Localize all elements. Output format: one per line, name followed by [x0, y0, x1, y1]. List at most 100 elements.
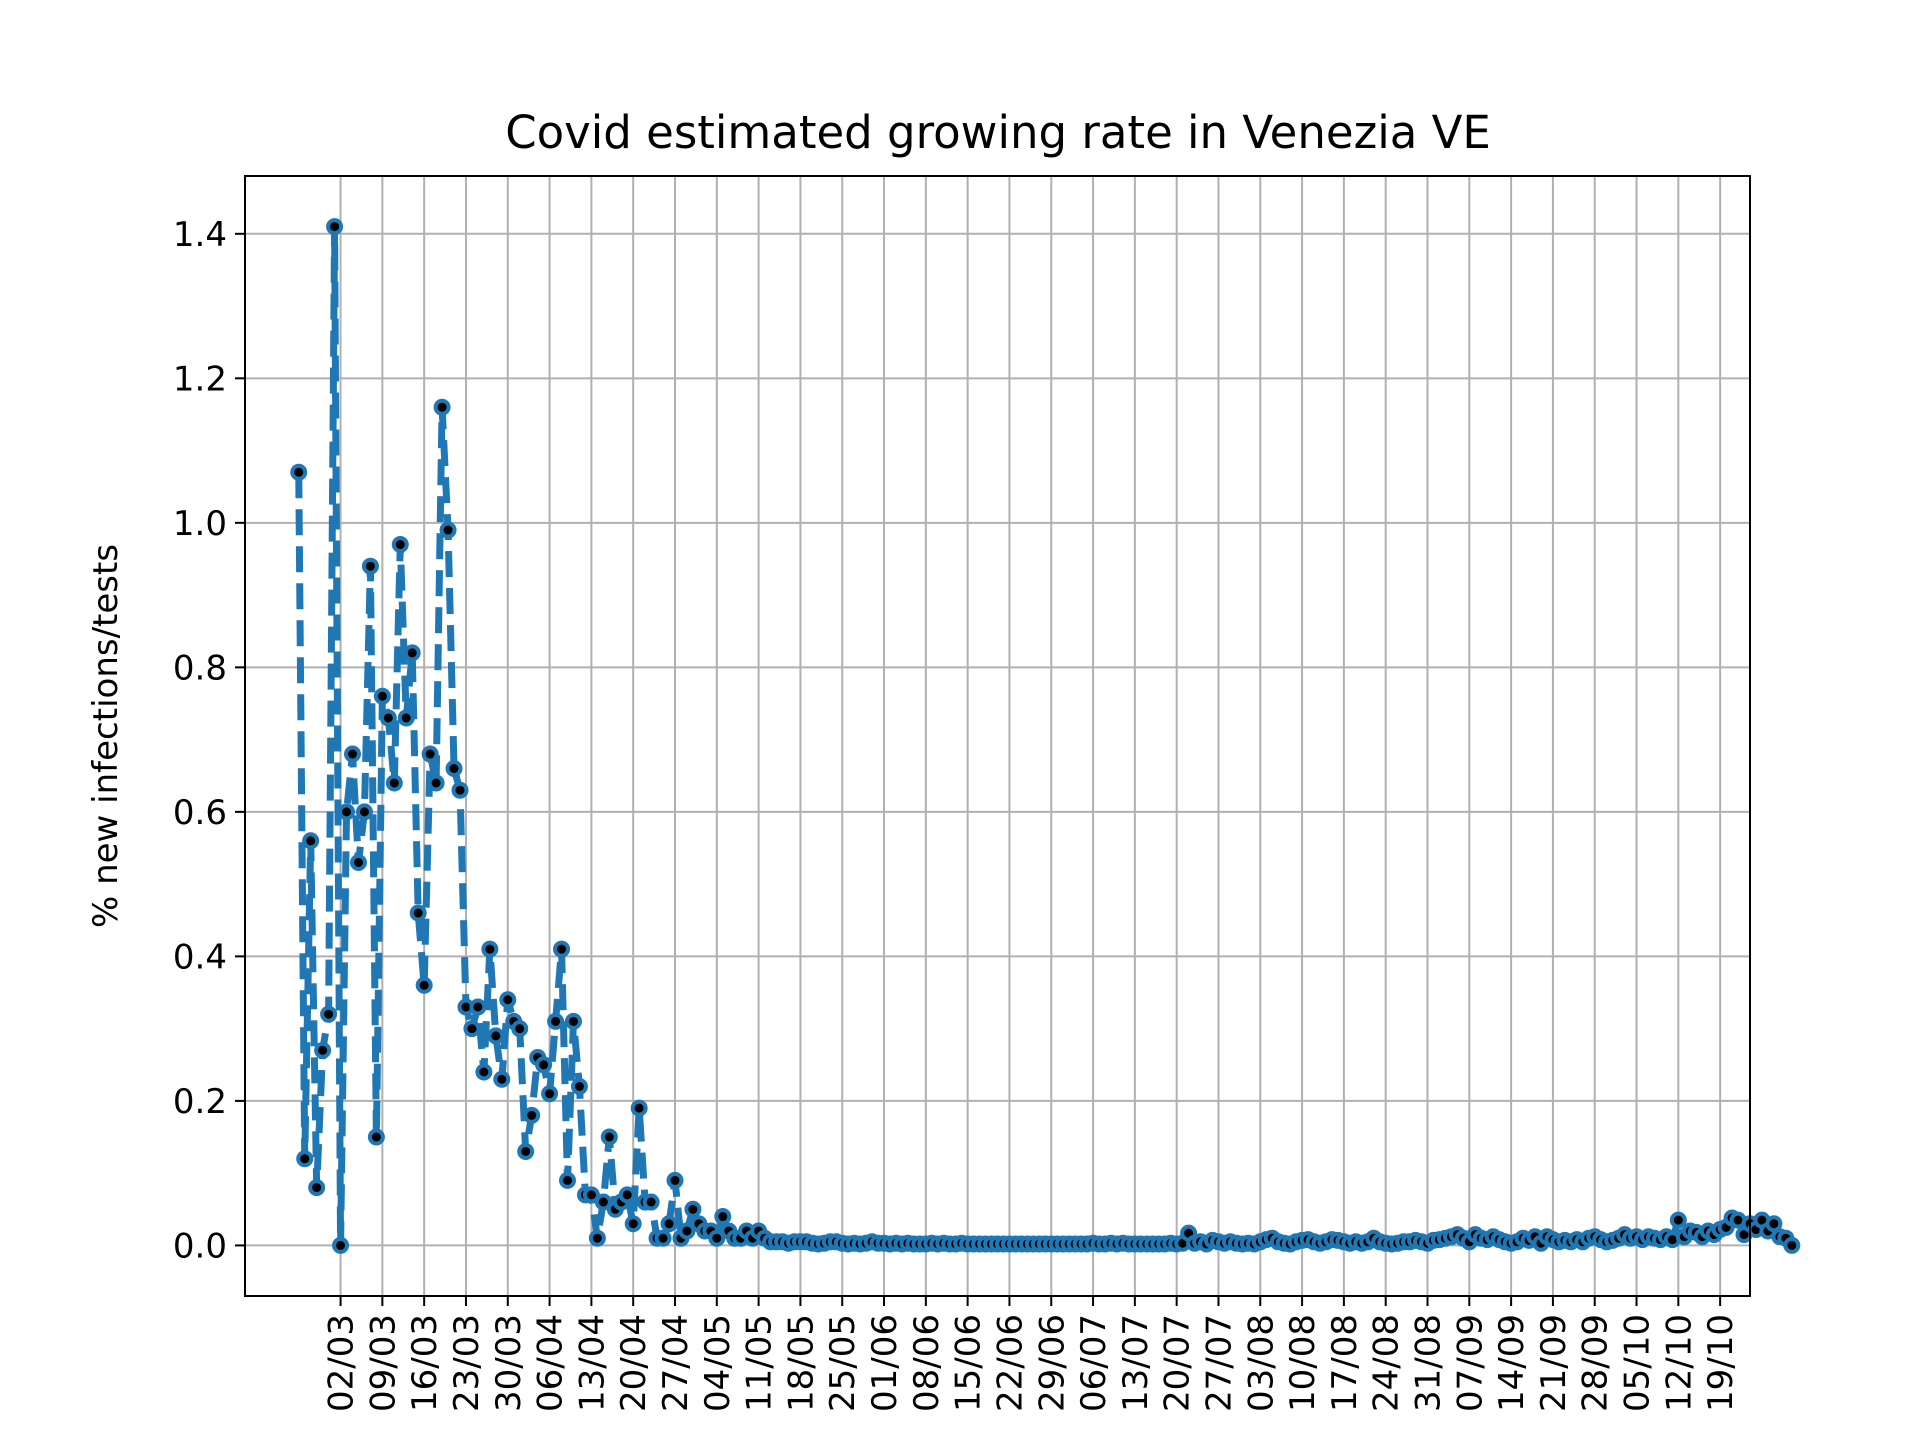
data-point [511, 1020, 529, 1038]
data-point [296, 1150, 314, 1168]
y-tick-label: 1.4 [173, 215, 227, 255]
data-point [403, 644, 421, 662]
x-tick-label: 16/03 [405, 1314, 445, 1412]
data-point [421, 745, 439, 763]
data-point [684, 1200, 702, 1218]
x-tick-label: 01/06 [865, 1314, 905, 1412]
data-point [499, 991, 517, 1009]
x-tick-label: 13/07 [1116, 1314, 1156, 1412]
x-tick-label: 19/10 [1701, 1314, 1741, 1412]
data-point [355, 803, 373, 821]
data-point [445, 760, 463, 778]
x-tick-label: 31/08 [1409, 1314, 1449, 1412]
x-tick-label: 03/08 [1241, 1314, 1281, 1412]
data-point [541, 1085, 559, 1103]
data-point [302, 832, 320, 850]
data-point [523, 1106, 541, 1124]
x-tick-label: 24/08 [1367, 1314, 1407, 1412]
data-point [630, 1099, 648, 1117]
data-point [1765, 1215, 1783, 1233]
x-tick-label: 07/09 [1450, 1314, 1490, 1412]
x-tick-label: 15/06 [949, 1314, 989, 1412]
data-point [439, 521, 457, 539]
series-layer [290, 218, 1801, 1254]
data-point [463, 1020, 481, 1038]
x-tick-label: 21/09 [1534, 1314, 1574, 1412]
data-point [338, 803, 356, 821]
y-axis-label: % new infections/tests [86, 544, 126, 928]
chart-title: Covid estimated growing rate in Venezia … [505, 106, 1491, 159]
data-point [624, 1215, 642, 1233]
data-point [344, 745, 361, 763]
x-tick-label: 29/06 [1032, 1314, 1072, 1412]
data-point [379, 709, 397, 727]
x-tick-label: 06/04 [531, 1314, 571, 1412]
data-point [332, 1236, 350, 1254]
data-point [582, 1186, 600, 1204]
data-point [588, 1229, 606, 1247]
y-tick-label: 0.8 [173, 648, 227, 688]
x-tick-label: 14/09 [1492, 1314, 1532, 1412]
data-point [487, 1027, 505, 1045]
data-point [714, 1208, 732, 1226]
x-tick-label: 09/03 [363, 1314, 403, 1412]
data-point [642, 1193, 660, 1211]
data-point [415, 976, 433, 994]
x-tick-label: 08/06 [907, 1314, 947, 1412]
x-tick-label: 11/05 [740, 1314, 780, 1412]
series-line [295, 223, 1795, 1249]
data-point [326, 218, 344, 236]
x-tick-label: 17/08 [1325, 1314, 1365, 1412]
data-point [678, 1222, 696, 1240]
x-tick-label: 27/07 [1199, 1314, 1239, 1412]
data-point [290, 463, 308, 481]
y-tick-label: 1.2 [173, 359, 227, 399]
x-tick-label: 28/09 [1576, 1314, 1616, 1412]
y-tick-label: 0.6 [173, 793, 227, 833]
data-point [570, 1077, 588, 1095]
data-point [666, 1171, 684, 1189]
data-point [618, 1186, 636, 1204]
data-point [433, 398, 451, 416]
data-point [654, 1229, 672, 1247]
x-tick-label: 02/03 [322, 1314, 362, 1412]
data-point [535, 1056, 553, 1074]
axes-frame [244, 175, 1751, 1297]
data-point [547, 1012, 565, 1030]
x-tick-label: 10/08 [1283, 1314, 1323, 1412]
data-point [708, 1229, 726, 1247]
x-tick-label: 25/05 [823, 1314, 863, 1412]
data-point [594, 1193, 612, 1211]
x-tick-label: 06/07 [1074, 1314, 1114, 1412]
x-tick-label: 04/05 [698, 1314, 738, 1412]
data-point [451, 781, 469, 799]
data-point [493, 1070, 511, 1088]
data-point [385, 774, 403, 792]
x-tick-label: 13/04 [572, 1314, 612, 1412]
data-point [475, 1063, 493, 1081]
data-point [517, 1142, 535, 1160]
data-point [553, 940, 571, 958]
data-point [320, 1005, 338, 1023]
grid [245, 176, 1750, 1296]
data-point [367, 1128, 385, 1146]
data-point [308, 1179, 326, 1197]
data-point [373, 687, 391, 705]
y-tick-label: 0.0 [173, 1226, 227, 1266]
y-tick-label: 0.4 [173, 937, 227, 977]
data-point [1783, 1236, 1801, 1254]
data-point [1669, 1211, 1687, 1229]
x-tick-label: 18/05 [781, 1314, 821, 1412]
data-point [391, 536, 409, 554]
y-axis: 0.0 0.2 0.4 0.6 0.8 1.0 1.2 1.4 [173, 215, 245, 1266]
data-point [427, 774, 445, 792]
x-tick-label: 27/04 [656, 1314, 696, 1412]
data-point [349, 853, 367, 871]
y-tick-label: 0.2 [173, 1082, 227, 1122]
data-point [314, 1041, 332, 1059]
data-point [660, 1215, 678, 1233]
data-point [469, 998, 487, 1016]
x-tick-label: 22/06 [990, 1314, 1030, 1412]
